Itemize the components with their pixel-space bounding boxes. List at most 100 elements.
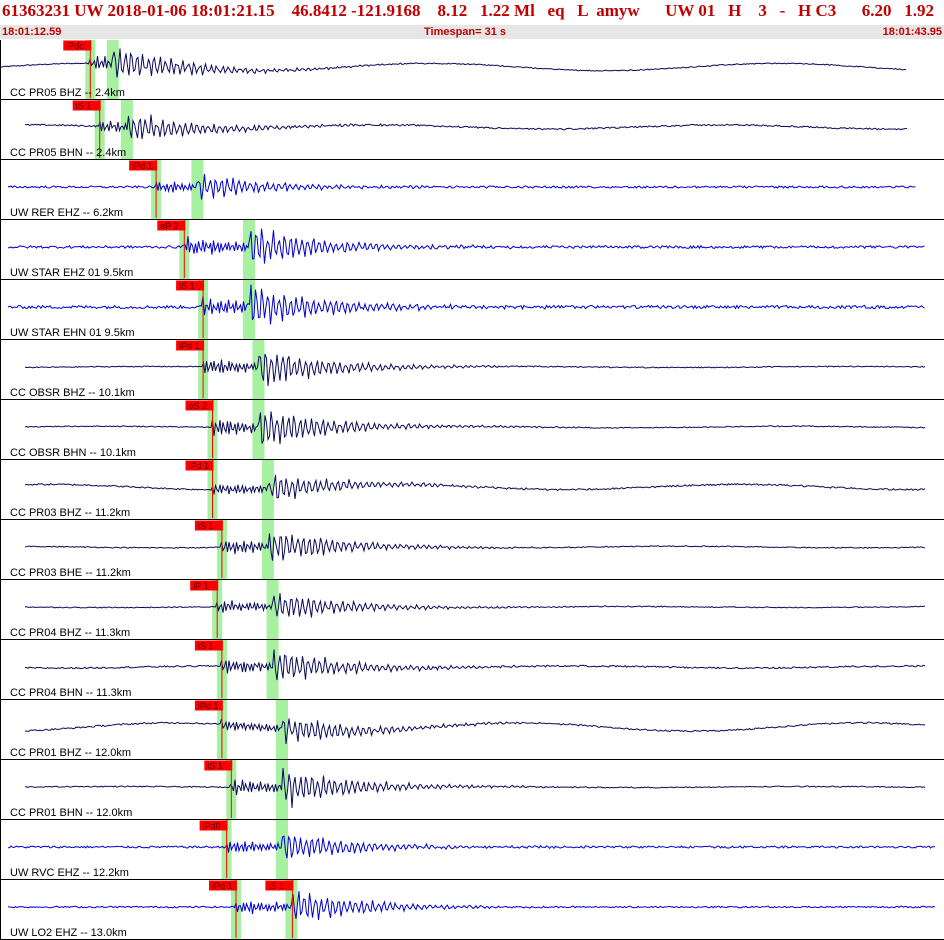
pick-flag <box>194 640 223 651</box>
pick-label: iS 1 <box>198 521 214 531</box>
pick-marker[interactable]: iS 1 <box>265 880 294 938</box>
s-window-segment <box>261 520 274 580</box>
pick-label: iPd0 <box>203 821 221 831</box>
pick-flag <box>157 220 186 231</box>
pick-flag <box>209 880 237 891</box>
waveform <box>24 767 926 809</box>
channel-label: UW RER EHZ -- 6.2km <box>10 207 123 219</box>
pick-flag <box>190 580 219 591</box>
pick-label: iPd 1 <box>198 701 219 711</box>
s-window-segment <box>106 40 119 100</box>
channel-label: CC PR04 BHZ -- 11.3km <box>10 627 130 639</box>
pick-marker[interactable]: iPd 1 <box>185 460 214 518</box>
pick-marker[interactable]: iPd 1 <box>194 700 223 758</box>
pick-marker[interactable]: iPdc <box>63 40 92 98</box>
pick-marker[interactable]: iS 1 <box>72 100 101 158</box>
channel-trace[interactable]: eP 2 UW STAR EHZ 01 9.5km <box>0 220 944 280</box>
pick-marker[interactable]: eS 2 <box>185 400 214 458</box>
seismogram-panel[interactable]: iPdc CC PR05 BHZ -- 2.4km iS 1 CC PR05 BHN … <box>0 40 944 940</box>
pick-label: iPd 1 <box>132 161 153 171</box>
pick-label: iS 1 <box>76 101 92 111</box>
pick-label: iS 1 <box>207 761 223 771</box>
pick-label: eS 2 <box>189 401 208 411</box>
pick-label: iS 1 <box>268 881 284 891</box>
pick-marker[interactable]: iPd0 <box>199 820 228 878</box>
channel-label: CC OBSR BHN -- 10.1km <box>10 447 136 459</box>
channel-label: UW STAR EHZ 01 9.5km <box>10 267 133 279</box>
waveform <box>24 411 926 445</box>
pick-marker[interactable]: iS 1 <box>176 280 205 338</box>
s-window-segment <box>243 220 256 280</box>
s-window-segment <box>120 100 133 160</box>
channel-label: CC PR05 BHN -- 2.4km <box>10 147 126 159</box>
s-window-segment <box>252 400 265 460</box>
s-window-segment <box>261 460 274 520</box>
pick-flag <box>194 700 223 711</box>
channel-trace[interactable]: iS 1 CC PR01 BHN -- 12.0km <box>0 760 944 820</box>
channel-trace[interactable]: iPd 1 CC PR01 BHZ -- 12.0km <box>0 700 944 760</box>
s-window-segment <box>266 580 279 640</box>
waveform <box>8 890 936 920</box>
pick-label: iPd 1 <box>189 461 210 471</box>
s-window-band <box>106 40 298 940</box>
channel-label: CC OBSR BHZ -- 10.1km <box>10 387 135 399</box>
channel-label: UW RVC EHZ -- 12.2km <box>10 867 129 879</box>
pick-flag <box>176 280 205 291</box>
channel-trace[interactable]: iS 1 CC PR04 BHN -- 11.3km <box>0 640 944 700</box>
pick-flag <box>185 400 214 411</box>
waveform <box>24 114 907 140</box>
waveform <box>24 533 926 561</box>
channel-trace[interactable]: iS 1 CC PR05 BHN -- 2.4km <box>0 100 944 160</box>
channel-trace[interactable]: iS 1 UW STAR EHN 01 9.5km <box>0 280 944 340</box>
pick-marker[interactable]: eP 2 <box>157 220 186 278</box>
start-time-label: 18:01:12.59 <box>2 26 62 38</box>
pick-label: iPdc <box>66 41 84 51</box>
pick-marker[interactable]: iPd 1 <box>209 880 237 938</box>
timespan-label: Timespan= 31 s <box>424 26 507 38</box>
pick-flag <box>63 40 92 51</box>
channel-label: CC PR01 BHN -- 12.0km <box>10 807 132 819</box>
channel-trace[interactable]: iP 1 CC PR04 BHZ -- 11.3km <box>0 580 944 640</box>
waveform <box>24 474 926 500</box>
channel-trace[interactable]: iPd0 UW RVC EHZ -- 12.2km <box>0 820 944 880</box>
channel-trace[interactable]: eS 2 CC OBSR BHN -- 10.1km <box>0 400 944 460</box>
channel-trace[interactable]: iPd 1 CC OBSR BHZ -- 10.1km <box>0 340 944 400</box>
channel-label: CC PR05 BHZ -- 2.4km <box>10 87 125 99</box>
waveform <box>8 228 925 264</box>
event-summary-title: 61363231 UW 2018-01-06 18:01:21.15 46.84… <box>2 1 934 20</box>
pick-marker[interactable]: iPd 1 <box>176 340 205 398</box>
pick-flag <box>176 340 205 351</box>
channel-trace[interactable]: iPd 1 CC PR03 BHZ -- 11.2km <box>0 460 944 520</box>
pick-flag <box>204 760 233 771</box>
s-window-segment <box>276 820 288 880</box>
channel-trace[interactable]: iS 1 CC PR03 BHE -- 11.2km <box>0 520 944 580</box>
pick-flag <box>72 100 101 111</box>
waveform <box>7 284 925 325</box>
channel-trace[interactable]: iPd 1 UW RER EHZ -- 6.2km <box>0 160 944 220</box>
waveform <box>7 174 916 200</box>
channel-label: UW STAR EHN 01 9.5km <box>10 327 135 339</box>
channel-label: CC PR04 BHN -- 11.3km <box>10 687 131 699</box>
channel-label: CC PR03 BHE -- 11.2km <box>10 567 131 579</box>
end-time-label: 18:01:43.95 <box>882 26 942 38</box>
event-header: 61363231 UW 2018-01-06 18:01:21.15 46.84… <box>0 0 944 40</box>
pick-label: eP 2 <box>160 221 178 231</box>
pick-flag <box>265 880 294 891</box>
s-window-segment <box>276 700 288 760</box>
channel-label: UW LO2 EHZ -- 13.0km <box>10 927 127 939</box>
pick-marker[interactable]: iS 1 <box>194 520 223 578</box>
s-window-segment <box>266 640 279 700</box>
pick-marker[interactable]: iS 1 <box>194 640 223 698</box>
pick-marker[interactable]: iPd 1 <box>129 160 158 218</box>
waveform <box>24 593 925 618</box>
s-window-segment <box>252 340 265 400</box>
pick-marker[interactable]: iS 1 <box>204 760 233 818</box>
pick-label: iS 1 <box>179 281 195 291</box>
channel-trace[interactable]: iPdc CC PR05 BHZ -- 2.4km <box>0 40 944 100</box>
pick-label: iPd 1 <box>212 881 233 891</box>
waveform <box>0 48 907 78</box>
channel-trace[interactable]: iPd 1 iS 1 UW LO2 EHZ -- 13.0km <box>0 880 944 940</box>
pick-marker[interactable]: iP 1 <box>190 580 219 638</box>
pick-flag <box>185 460 214 471</box>
pick-flag <box>129 160 158 171</box>
